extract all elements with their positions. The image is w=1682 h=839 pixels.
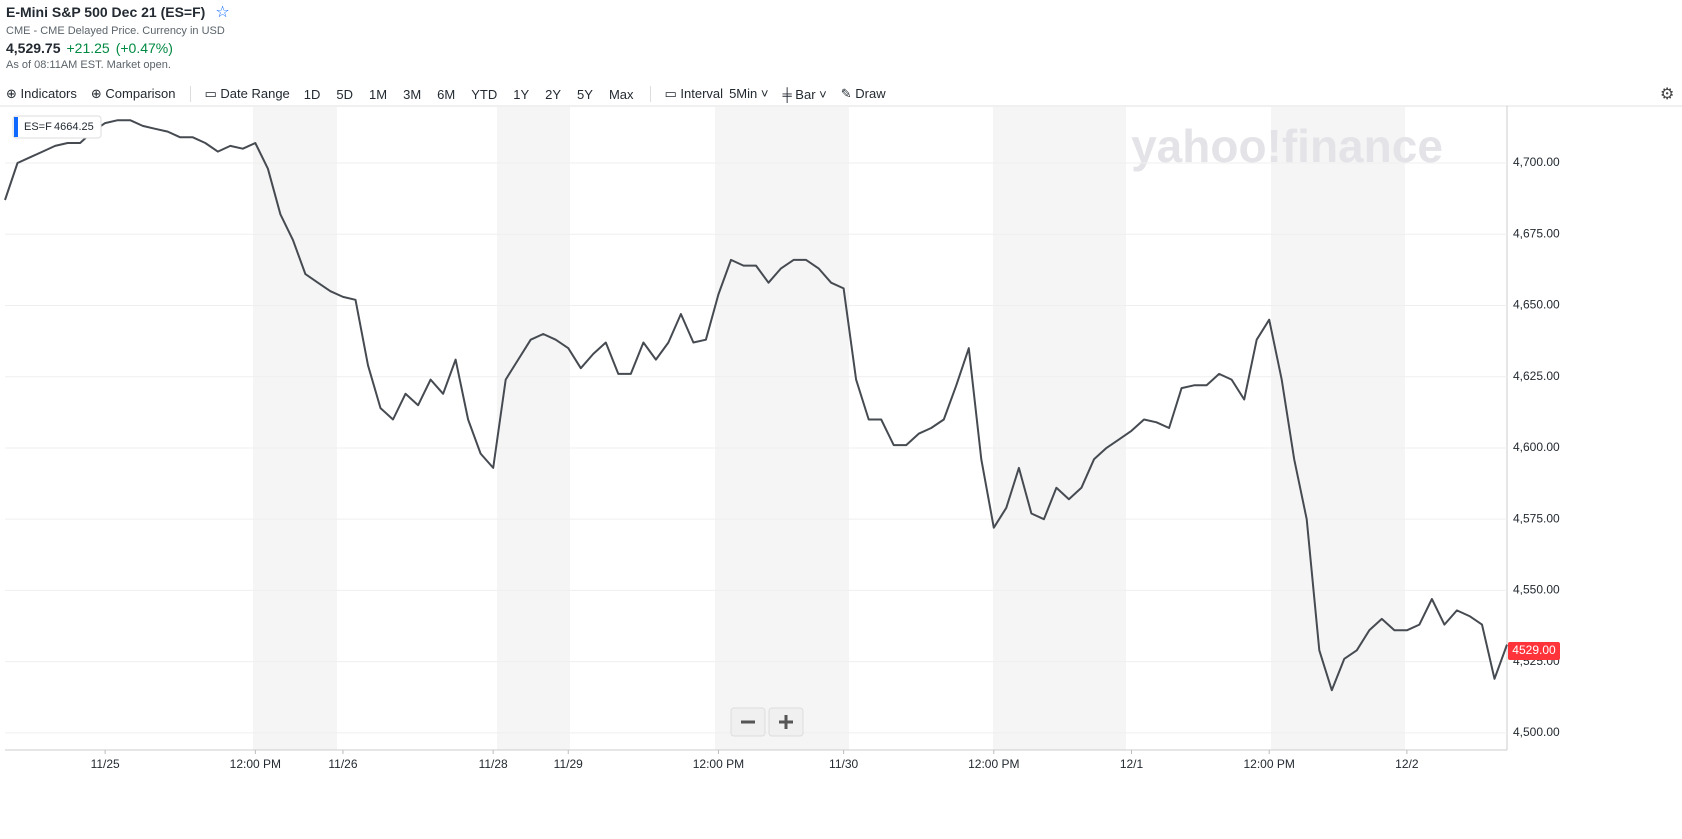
range-button[interactable]: 2Y <box>545 86 562 102</box>
x-tick-label: 11/29 <box>554 757 583 771</box>
comparison-button[interactable]: ⊕ Comparison <box>90 86 176 101</box>
band <box>993 107 1126 750</box>
y-tick-label: 4,525.00 <box>1513 654 1560 668</box>
tooltip-marker <box>14 117 18 137</box>
price-tag-label: 4529.00 <box>1512 643 1556 657</box>
price-tag <box>1508 642 1560 660</box>
chart-type-button[interactable]: ╪ Bar ˅ <box>782 86 827 102</box>
toolbar: ⊕ Indicators ⊕ Comparison ▭ Date Range 1… <box>6 86 900 102</box>
x-tick-label: 11/30 <box>829 757 858 771</box>
x-tick-label: 12/1 <box>1120 757 1144 771</box>
band <box>253 107 337 750</box>
range-button[interactable]: YTD <box>471 86 498 102</box>
quote-header: E-Mini S&P 500 Dec 21 (ES=F) ☆ CME - CME … <box>6 2 230 71</box>
title: E-Mini S&P 500 Dec 21 (ES=F) <box>6 4 206 20</box>
label: Draw <box>855 86 886 101</box>
label: Bar <box>795 86 816 102</box>
range-button[interactable]: 5Y <box>577 86 593 102</box>
label: Indicators <box>20 86 77 101</box>
y-tick-label: 4,625.00 <box>1513 369 1560 383</box>
band <box>1271 107 1405 750</box>
watch-star[interactable]: ☆ <box>215 4 230 21</box>
interval-value: 5Min <box>729 86 758 101</box>
band <box>497 107 570 750</box>
x-tick-label: 12:00 PM <box>693 757 744 771</box>
x-tick-label: 11/28 <box>479 757 508 771</box>
x-tick-label: 11/26 <box>328 757 357 771</box>
range-button[interactable]: Max <box>608 86 634 102</box>
change-pct: (+0.47%) <box>115 40 173 56</box>
range-button[interactable]: 1M <box>369 86 388 102</box>
tooltip-symbol: ES=F <box>24 121 52 133</box>
price: 4,529.75 <box>6 40 61 56</box>
x-tick-label: 12:00 PM <box>230 757 281 771</box>
tooltip-box <box>12 115 102 139</box>
as-of: As of 08:11AM EST. Market open. <box>6 59 171 71</box>
label: Comparison <box>105 86 176 101</box>
range-button[interactable]: 1Y <box>513 86 530 102</box>
zoom-in[interactable] <box>768 707 804 737</box>
x-tick-label: 12:00 PM <box>1243 757 1294 771</box>
x-tick-label: 12:00 PM <box>968 757 1019 771</box>
y-tick-label: 4,575.00 <box>1513 511 1560 525</box>
y-tick-label: 4,600.00 <box>1513 440 1560 454</box>
range-button[interactable]: 3M <box>403 86 422 102</box>
range-button[interactable]: 5D <box>336 86 354 102</box>
settings-button[interactable]: ⚙ <box>1660 86 1675 103</box>
label: Date Range <box>220 86 290 101</box>
interval-button[interactable]: ▭ Interval 5Min ˅ <box>664 86 769 101</box>
price-line <box>4 119 1508 692</box>
change: +21.25 <box>66 40 110 56</box>
ranges: 1D 5D 1M 3M 6M YTD 1Y 2Y 5Y Max <box>304 87 650 102</box>
range-button[interactable]: 6M <box>437 86 456 102</box>
off-hours-bands <box>253 107 1405 750</box>
y-tick-label: 4,700.00 <box>1513 155 1560 169</box>
separator <box>649 86 651 102</box>
watermark: yahoo!finance <box>1131 120 1443 172</box>
x-tick-label: 12/2 <box>1395 757 1419 771</box>
source: CME - CME Delayed Price. Currency in USD <box>6 25 225 37</box>
date-range-button[interactable]: ▭ Date Range <box>204 86 290 101</box>
band <box>715 107 849 750</box>
y-tick-label: 4,650.00 <box>1513 298 1560 312</box>
x-tick-label: 11/25 <box>91 757 120 771</box>
y-tick-label: 4,675.00 <box>1513 226 1560 240</box>
draw-button[interactable]: ✎ Draw <box>840 86 886 101</box>
indicators-button[interactable]: ⊕ Indicators <box>6 86 77 101</box>
y-tick-label: 4,500.00 <box>1513 725 1560 739</box>
zoom-out[interactable] <box>730 707 766 737</box>
tooltip-value: 4664.25 <box>54 121 94 133</box>
separator <box>189 86 191 102</box>
label: Interval <box>680 86 724 101</box>
y-tick-label: 4,550.00 <box>1513 583 1560 597</box>
range-button[interactable]: 1D <box>303 86 321 102</box>
